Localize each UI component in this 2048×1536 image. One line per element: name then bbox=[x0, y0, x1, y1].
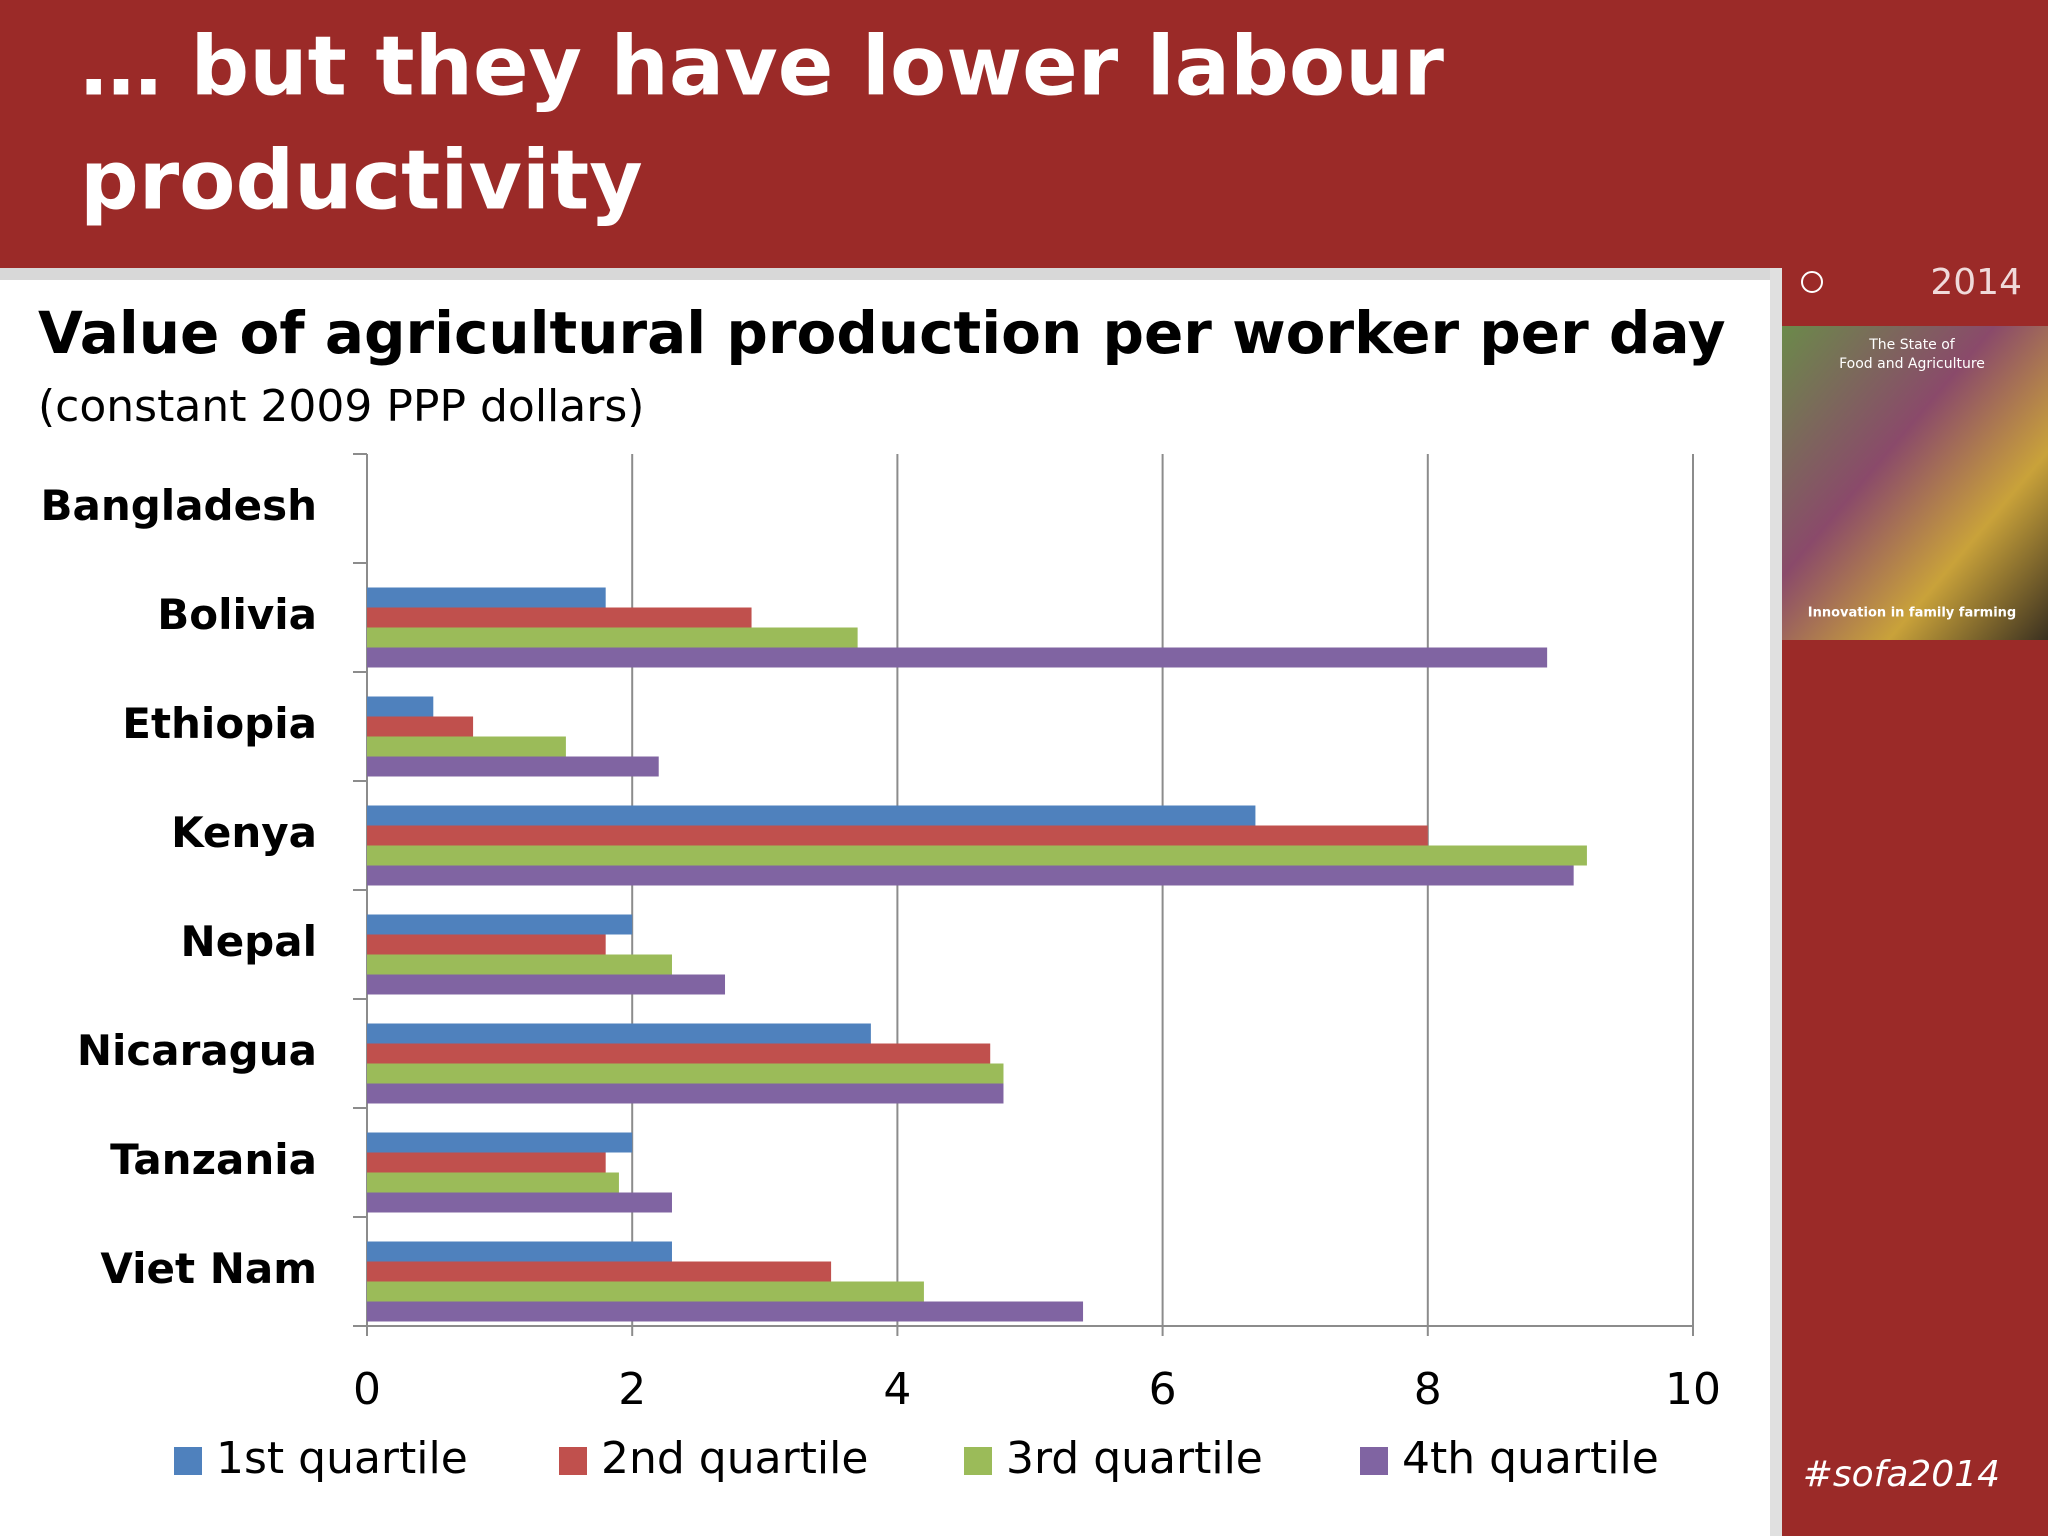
bar bbox=[367, 696, 434, 717]
slide-title: productivity bbox=[80, 133, 643, 228]
y-tick-label: Bangladesh bbox=[40, 481, 317, 530]
bar bbox=[367, 1132, 633, 1153]
bar bbox=[367, 1063, 1004, 1084]
cover-title: The State of bbox=[1868, 337, 1956, 353]
bar bbox=[367, 647, 1548, 668]
y-tick-label: Kenya bbox=[171, 808, 317, 857]
y-tick-label: Tanzania bbox=[110, 1135, 317, 1184]
y-tick-label: Ethiopia bbox=[122, 699, 317, 748]
legend-label: 2nd quartile bbox=[601, 1433, 868, 1484]
bar bbox=[367, 865, 1574, 886]
legend-swatch bbox=[174, 1447, 202, 1475]
bar bbox=[367, 1172, 619, 1193]
bar bbox=[367, 736, 566, 757]
bar bbox=[367, 1192, 672, 1213]
bar bbox=[367, 825, 1428, 846]
fao-logo bbox=[1801, 271, 1823, 293]
cover-top bbox=[1782, 262, 2048, 326]
bar bbox=[367, 756, 659, 777]
y-tick-label: Nicaragua bbox=[77, 1026, 317, 1075]
cover-year: 2014 bbox=[1930, 262, 2022, 303]
bar bbox=[367, 627, 858, 648]
x-tick-label: 4 bbox=[883, 1364, 911, 1415]
x-tick-label: 8 bbox=[1414, 1364, 1442, 1415]
bar bbox=[367, 1301, 1084, 1322]
bar bbox=[367, 587, 606, 608]
x-tick-label: 6 bbox=[1149, 1364, 1177, 1415]
bar bbox=[367, 1241, 672, 1262]
chart-title: Value of agricultural production per wor… bbox=[38, 299, 1726, 367]
y-tick-label: Bolivia bbox=[157, 590, 317, 639]
header-shadow bbox=[0, 268, 1780, 280]
bar bbox=[367, 974, 726, 995]
y-tick-label: Nepal bbox=[181, 917, 317, 966]
bar bbox=[367, 914, 633, 935]
bar bbox=[367, 1281, 924, 1302]
x-tick-label: 2 bbox=[618, 1364, 646, 1415]
bar bbox=[367, 607, 752, 628]
legend-swatch bbox=[559, 1447, 587, 1475]
bar bbox=[367, 716, 474, 737]
x-tick-label: 0 bbox=[353, 1364, 381, 1415]
cover-image bbox=[1782, 326, 2048, 640]
bar bbox=[367, 1083, 1004, 1104]
bar bbox=[367, 954, 672, 975]
side-shadow bbox=[1770, 268, 1782, 1536]
y-tick-label: Viet Nam bbox=[100, 1244, 317, 1293]
chart-subtitle: (constant 2009 PPP dollars) bbox=[38, 381, 644, 432]
slide-title: … but they have lower labour bbox=[80, 19, 1445, 114]
x-tick-label: 10 bbox=[1665, 1364, 1721, 1415]
legend-label: 4th quartile bbox=[1402, 1433, 1659, 1484]
bar bbox=[367, 1043, 991, 1064]
hashtag: #sofa2014 bbox=[1803, 1454, 2000, 1495]
header-band bbox=[0, 0, 2048, 268]
legend-label: 3rd quartile bbox=[1006, 1433, 1263, 1484]
bar bbox=[367, 1152, 606, 1173]
bar bbox=[367, 1261, 832, 1282]
bar bbox=[367, 845, 1587, 866]
legend-swatch bbox=[1360, 1447, 1388, 1475]
cover-subtitle: Innovation in family farming bbox=[1808, 606, 2016, 621]
bar bbox=[367, 805, 1256, 826]
legend-label: 1st quartile bbox=[216, 1433, 468, 1484]
bar bbox=[367, 934, 606, 955]
bar bbox=[367, 1023, 871, 1044]
cover-title: Food and Agriculture bbox=[1839, 356, 1985, 372]
legend-swatch bbox=[964, 1447, 992, 1475]
